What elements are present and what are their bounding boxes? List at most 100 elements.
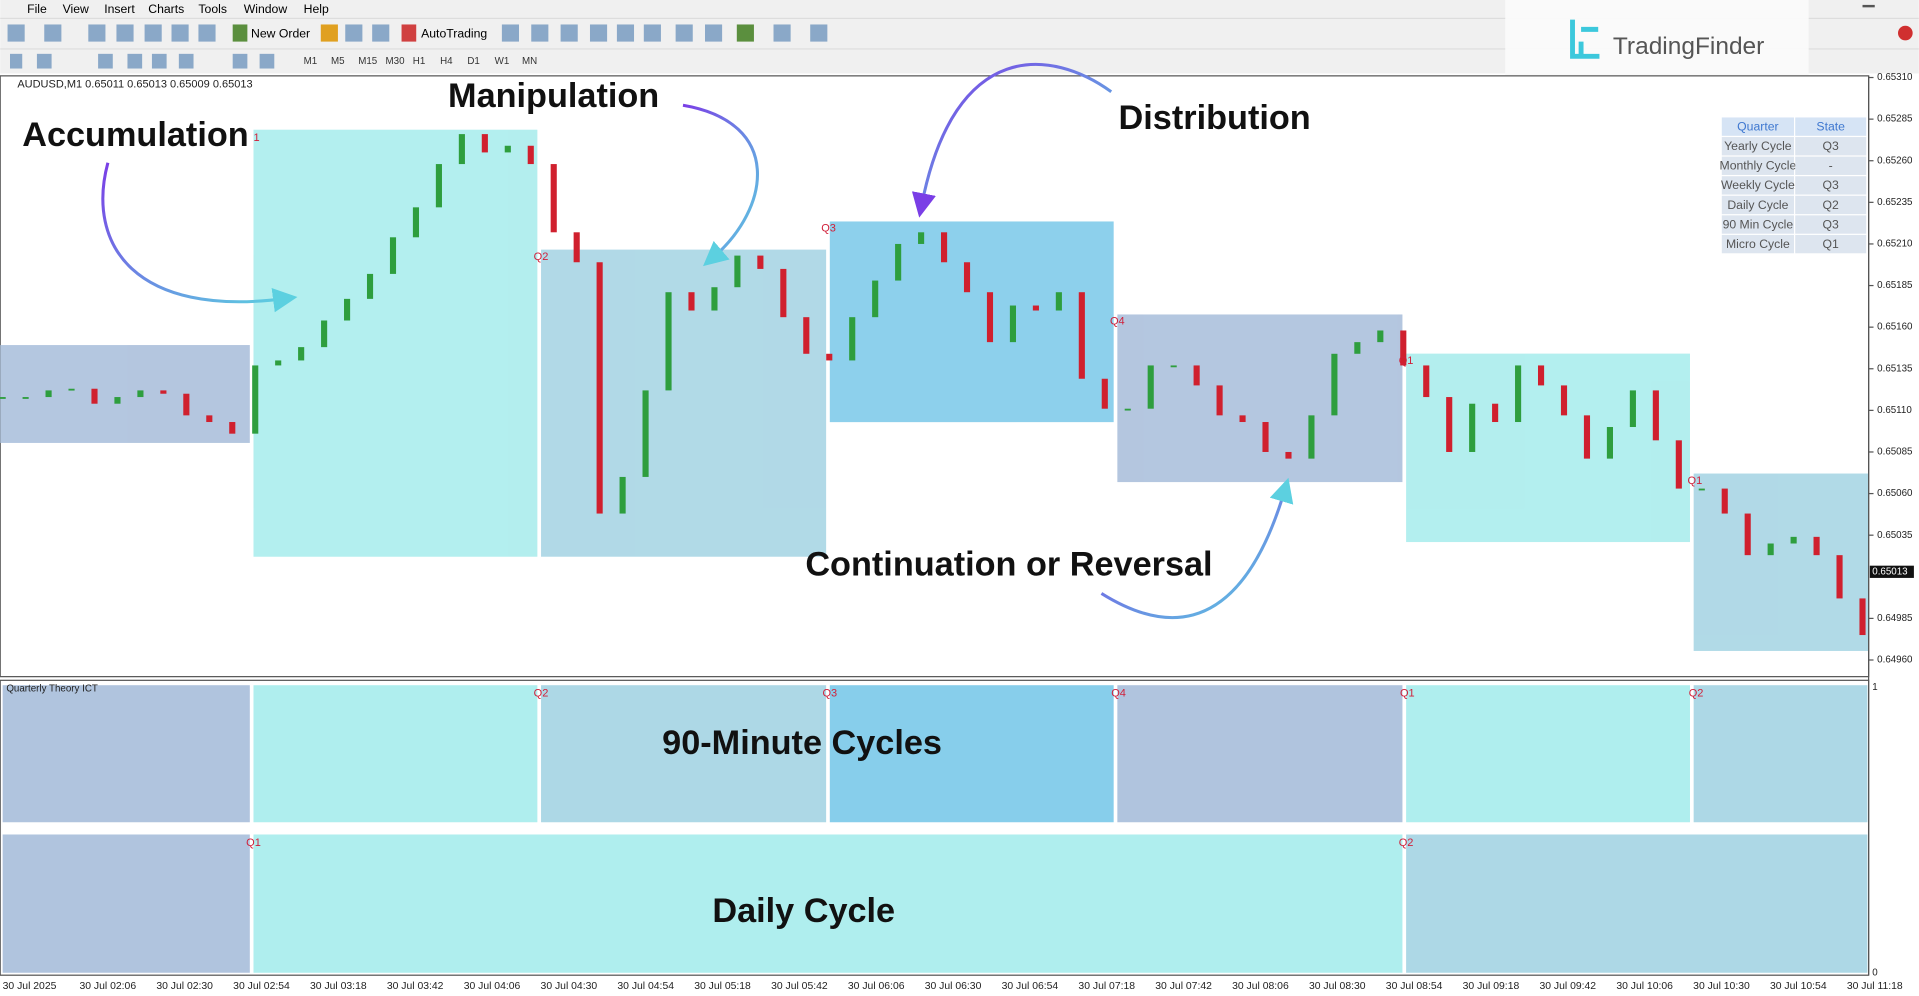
candle [826, 353, 833, 361]
autotrading-button[interactable]: AutoTrading [421, 26, 487, 40]
annotation: Continuation or Reversal [805, 546, 1212, 584]
timeframe-button[interactable]: W1 [495, 56, 510, 67]
candle [918, 232, 925, 244]
cycle-label: Q4 [1111, 688, 1126, 700]
annotation: 90-Minute Cycles [662, 724, 942, 762]
table-cell-text: 90 Min Cycle [1723, 217, 1794, 231]
table-cell [1795, 195, 1867, 215]
candle [1836, 555, 1843, 599]
candle [1767, 543, 1774, 556]
candle [1744, 513, 1751, 556]
price-tick-label: 0.65085 [1877, 447, 1913, 458]
table-cell-text: Yearly Cycle [1724, 139, 1792, 153]
menu-item[interactable]: Help [304, 2, 329, 16]
menu-item[interactable]: Charts [148, 2, 184, 16]
menu-item[interactable]: Window [244, 2, 288, 16]
candle [1492, 403, 1499, 423]
time-label: 30 Jul 2025 [3, 981, 57, 992]
candle [1331, 353, 1338, 416]
candle [1583, 415, 1591, 459]
price-tick-label: 0.65310 [1877, 72, 1913, 83]
menu-item[interactable]: Tools [198, 2, 227, 16]
annotation: Daily Cycle [712, 892, 895, 930]
candle [895, 243, 902, 281]
candle [872, 280, 879, 318]
candle [1009, 305, 1017, 343]
candle [1193, 365, 1200, 386]
candle [1606, 427, 1613, 459]
cycle-label: Q1 [1400, 688, 1415, 700]
candle [1032, 305, 1039, 311]
candle [1377, 330, 1384, 343]
time-label: 30 Jul 09:42 [1539, 981, 1596, 992]
candle [229, 422, 236, 434]
logo-text: TradingFinder [1613, 33, 1764, 60]
quarter-label: 1 [253, 132, 259, 144]
price-tick-label: 0.65235 [1877, 197, 1913, 208]
table-cell-text: Q3 [1823, 178, 1840, 192]
table-header-cell [1795, 117, 1867, 136]
annotation: Distribution [1119, 99, 1311, 137]
menu-item[interactable]: View [63, 2, 89, 16]
candle [389, 237, 397, 274]
time-label: 30 Jul 04:30 [541, 981, 598, 992]
notification[interactable] [1897, 25, 1913, 41]
chart-header: AUDUSD,M1 0.65011 0.65013 0.65009 0.6501… [17, 78, 252, 90]
menu-item[interactable]: File [27, 2, 47, 16]
table-cell [1721, 215, 1794, 234]
time-label: 30 Jul 06:54 [1002, 981, 1059, 992]
quarter-label: Q1 [1688, 475, 1703, 487]
price-tick-label: 0.65160 [1877, 322, 1913, 333]
time-label: 30 Jul 02:30 [156, 981, 213, 992]
candle [137, 390, 144, 398]
table-cell-text: Daily Cycle [1727, 198, 1788, 212]
candle [1101, 378, 1108, 409]
time-label: 30 Jul 10:54 [1770, 981, 1827, 992]
current-price-tag [1869, 565, 1914, 578]
table-cell-text: Q1 [1823, 237, 1840, 251]
timeframe-button[interactable]: D1 [467, 56, 479, 67]
logo-icon [1570, 19, 1600, 59]
candle [963, 262, 971, 293]
annotation: Manipulation [448, 77, 659, 115]
timeframe-button[interactable]: M15 [358, 56, 378, 67]
timeframe-button[interactable]: H1 [413, 56, 425, 67]
window-control[interactable] [1862, 4, 1875, 8]
quarter-label: Q4 [1110, 316, 1125, 328]
timeframe-button[interactable]: M1 [304, 56, 318, 67]
cycle-label: Q3 [822, 688, 837, 700]
candle [206, 415, 213, 423]
table-cell [1721, 176, 1794, 195]
timeframe-button[interactable]: M5 [331, 56, 345, 67]
candle [114, 397, 121, 404]
current-price-label: 0.65013 [1872, 566, 1907, 577]
timeframe-button[interactable]: MN [522, 56, 537, 67]
price-tick-label: 0.65035 [1877, 530, 1913, 541]
time-label: 30 Jul 05:42 [771, 981, 828, 992]
timeframe-button[interactable]: M30 [386, 56, 406, 67]
time-label: 30 Jul 06:30 [925, 981, 982, 992]
price-tick-label: 0.65260 [1877, 155, 1913, 166]
candle [1239, 415, 1246, 423]
new-order-button[interactable]: New Order [251, 26, 310, 40]
table-cell-text: Q3 [1823, 139, 1840, 153]
candle [1124, 408, 1131, 411]
candle [780, 268, 787, 318]
time-label: 30 Jul 04:54 [617, 981, 674, 992]
table-cell [1721, 195, 1794, 215]
time-label: 30 Jul 02:54 [233, 981, 290, 992]
candle [344, 298, 351, 321]
timeframe-button[interactable]: H4 [440, 56, 453, 67]
table-cell [1721, 234, 1794, 254]
indicator-scale-label: 1 [1872, 682, 1877, 693]
candle [275, 360, 282, 366]
candle [1285, 451, 1292, 459]
table-cell-text: - [1829, 159, 1833, 173]
annotation: Accumulation [22, 116, 248, 154]
candle [298, 347, 305, 361]
price-tick-label: 0.65110 [1877, 405, 1912, 416]
table-cell [1795, 156, 1867, 175]
menu-item[interactable]: Insert [104, 2, 135, 16]
candle [665, 292, 672, 391]
